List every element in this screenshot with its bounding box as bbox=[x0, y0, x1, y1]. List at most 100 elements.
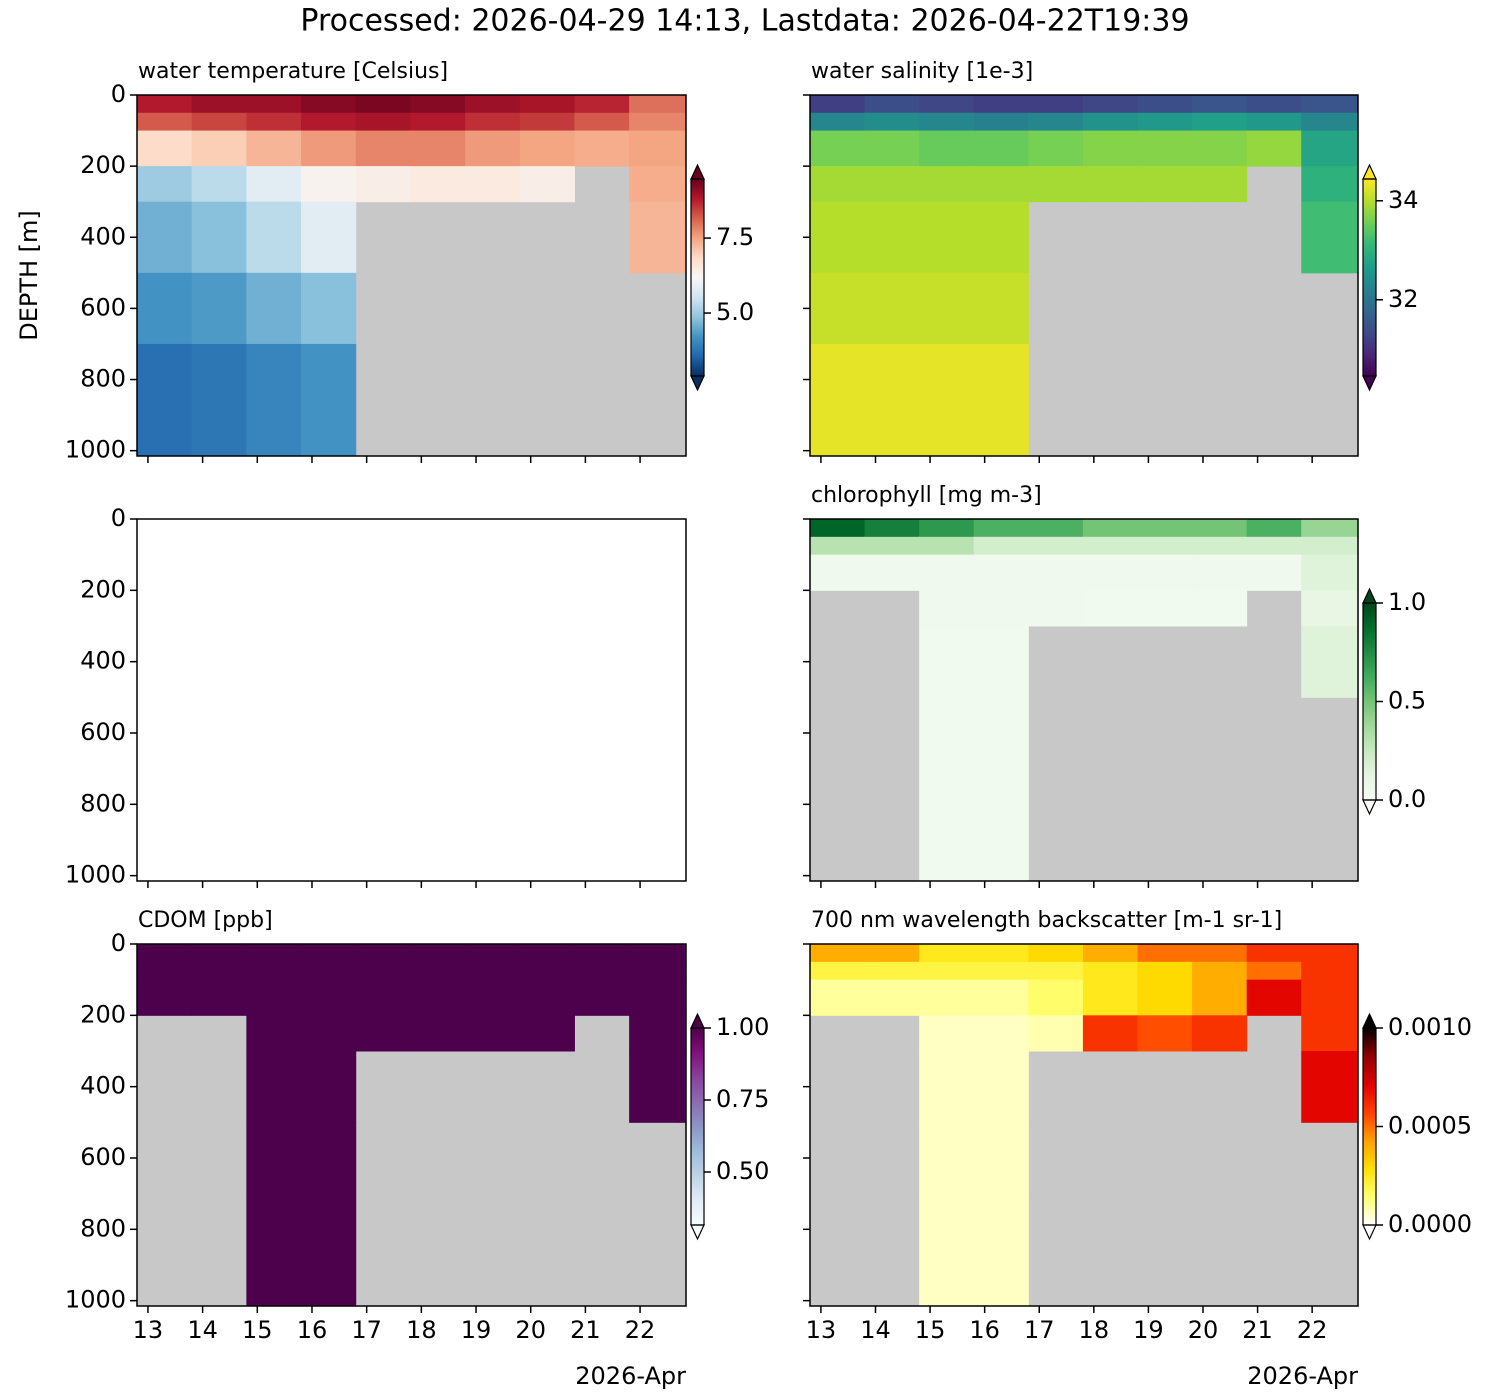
heatmap-cell bbox=[465, 95, 521, 114]
heatmap-cell bbox=[973, 768, 1029, 881]
heatmap-cell bbox=[629, 112, 686, 132]
heatmap-cell bbox=[191, 130, 247, 167]
heatmap-cell bbox=[1301, 519, 1358, 538]
y-tick-label: 600 bbox=[80, 1143, 126, 1171]
heatmap-cell bbox=[1192, 130, 1248, 167]
heatmap-cell bbox=[973, 166, 1029, 203]
heatmap-cell bbox=[973, 112, 1029, 132]
heatmap-cell bbox=[1301, 961, 1358, 981]
heatmap-cell bbox=[810, 166, 866, 203]
heatmap-cell bbox=[1137, 519, 1193, 538]
heatmap-cell bbox=[246, 1193, 302, 1306]
colorbar-extend-top bbox=[1362, 163, 1377, 180]
heatmap-cell bbox=[191, 961, 247, 981]
x-tick-label: 22 bbox=[625, 1316, 656, 1344]
heatmap-cell bbox=[465, 944, 521, 963]
axes-frame bbox=[136, 94, 687, 457]
heatmap-cell bbox=[1192, 519, 1248, 538]
heatmap-cell bbox=[301, 272, 357, 345]
heatmap-cell bbox=[1246, 95, 1302, 114]
colorbar-extend-bottom bbox=[690, 1224, 705, 1241]
heatmap-cell bbox=[1028, 95, 1084, 114]
heatmap-cell bbox=[1082, 554, 1138, 591]
heatmap-cell bbox=[1082, 112, 1138, 132]
heatmap-cell bbox=[1192, 112, 1248, 132]
heatmap-cell bbox=[973, 95, 1029, 114]
heatmap-cell bbox=[864, 112, 920, 132]
heatmap-cell bbox=[1082, 979, 1138, 1016]
heatmap-cell bbox=[1137, 979, 1193, 1016]
heatmap-cell bbox=[973, 697, 1029, 770]
heatmap-cell bbox=[919, 979, 975, 1016]
heatmap-cell bbox=[864, 961, 920, 981]
heatmap-cell bbox=[246, 130, 302, 167]
heatmap-cell bbox=[919, 95, 975, 114]
heatmap-cell bbox=[191, 201, 247, 274]
heatmap-cell bbox=[246, 201, 302, 274]
y-axis-label: DEPTH [m] bbox=[15, 210, 43, 341]
heatmap-cell bbox=[919, 1050, 975, 1123]
axes-frame bbox=[809, 94, 1359, 457]
heatmap-cell bbox=[137, 272, 193, 345]
heatmap-cell bbox=[574, 961, 630, 981]
x-tick-label: 17 bbox=[1024, 1316, 1055, 1344]
heatmap-cell bbox=[973, 961, 1029, 981]
y-tick-label: 1000 bbox=[65, 436, 126, 464]
heatmap-cell bbox=[246, 944, 302, 963]
heatmap-cell bbox=[1082, 166, 1138, 203]
heatmap-cell bbox=[973, 519, 1029, 538]
heatmap-cell bbox=[1301, 201, 1358, 274]
heatmap-cell bbox=[1246, 519, 1302, 538]
heatmap-cell bbox=[246, 1050, 302, 1123]
heatmap-cell bbox=[1137, 590, 1193, 627]
heatmap-cell bbox=[810, 536, 866, 556]
heatmap-cell bbox=[301, 95, 357, 114]
heatmap-cell bbox=[355, 130, 411, 167]
colorbar-frame bbox=[690, 1027, 705, 1226]
x-axis-offset-label: 2026-Apr bbox=[1247, 1362, 1358, 1390]
heatmap-cell bbox=[1301, 112, 1358, 132]
heatmap-cell bbox=[919, 343, 975, 456]
heatmap-cell bbox=[1301, 1050, 1358, 1123]
heatmap-cell bbox=[1192, 166, 1248, 203]
heatmap-cell bbox=[1301, 166, 1358, 203]
heatmap-cell bbox=[301, 979, 357, 1016]
heatmap-cell bbox=[137, 130, 193, 167]
heatmap-cell bbox=[1028, 590, 1084, 627]
heatmap-cell bbox=[973, 536, 1029, 556]
heatmap-cell bbox=[919, 519, 975, 538]
colorbar bbox=[1363, 603, 1376, 800]
heatmap-cell bbox=[465, 979, 521, 1016]
colorbar-extend-bottom bbox=[690, 375, 705, 392]
heatmap-cell bbox=[1028, 979, 1084, 1016]
heatmap-cell bbox=[1082, 944, 1138, 963]
heatmap-cell bbox=[1028, 961, 1084, 981]
x-tick-label: 20 bbox=[1188, 1316, 1219, 1344]
heatmap-cell bbox=[864, 95, 920, 114]
heatmap-cell bbox=[629, 130, 686, 167]
heatmap-cell bbox=[301, 130, 357, 167]
heatmap-cell bbox=[629, 1050, 686, 1123]
heatmap-cell bbox=[355, 95, 411, 114]
figure-title: Processed: 2026-04-29 14:13, Lastdata: 2… bbox=[300, 4, 1189, 39]
heatmap-cell bbox=[301, 1122, 357, 1195]
heatmap-cell bbox=[810, 519, 866, 538]
axes-frame bbox=[809, 943, 1359, 1307]
heatmap-cell bbox=[973, 272, 1029, 345]
heatmap-cell bbox=[519, 130, 575, 167]
heatmap-cell bbox=[864, 166, 920, 203]
heatmap-cell bbox=[919, 697, 975, 770]
x-tick-label: 18 bbox=[1079, 1316, 1110, 1344]
heatmap-cell bbox=[919, 944, 975, 963]
colorbar bbox=[1363, 1028, 1376, 1225]
heatmap-cell bbox=[1246, 961, 1302, 981]
heatmap bbox=[810, 95, 1358, 456]
colorbar-extend-top bbox=[1362, 587, 1377, 604]
heatmap-cell bbox=[1246, 979, 1302, 1016]
y-tick-label: 200 bbox=[80, 151, 126, 179]
heatmap-cell bbox=[191, 95, 247, 114]
heatmap bbox=[137, 95, 686, 456]
colorbar-tick-label: 0.0000 bbox=[1388, 1210, 1472, 1238]
heatmap-cell bbox=[191, 343, 247, 456]
